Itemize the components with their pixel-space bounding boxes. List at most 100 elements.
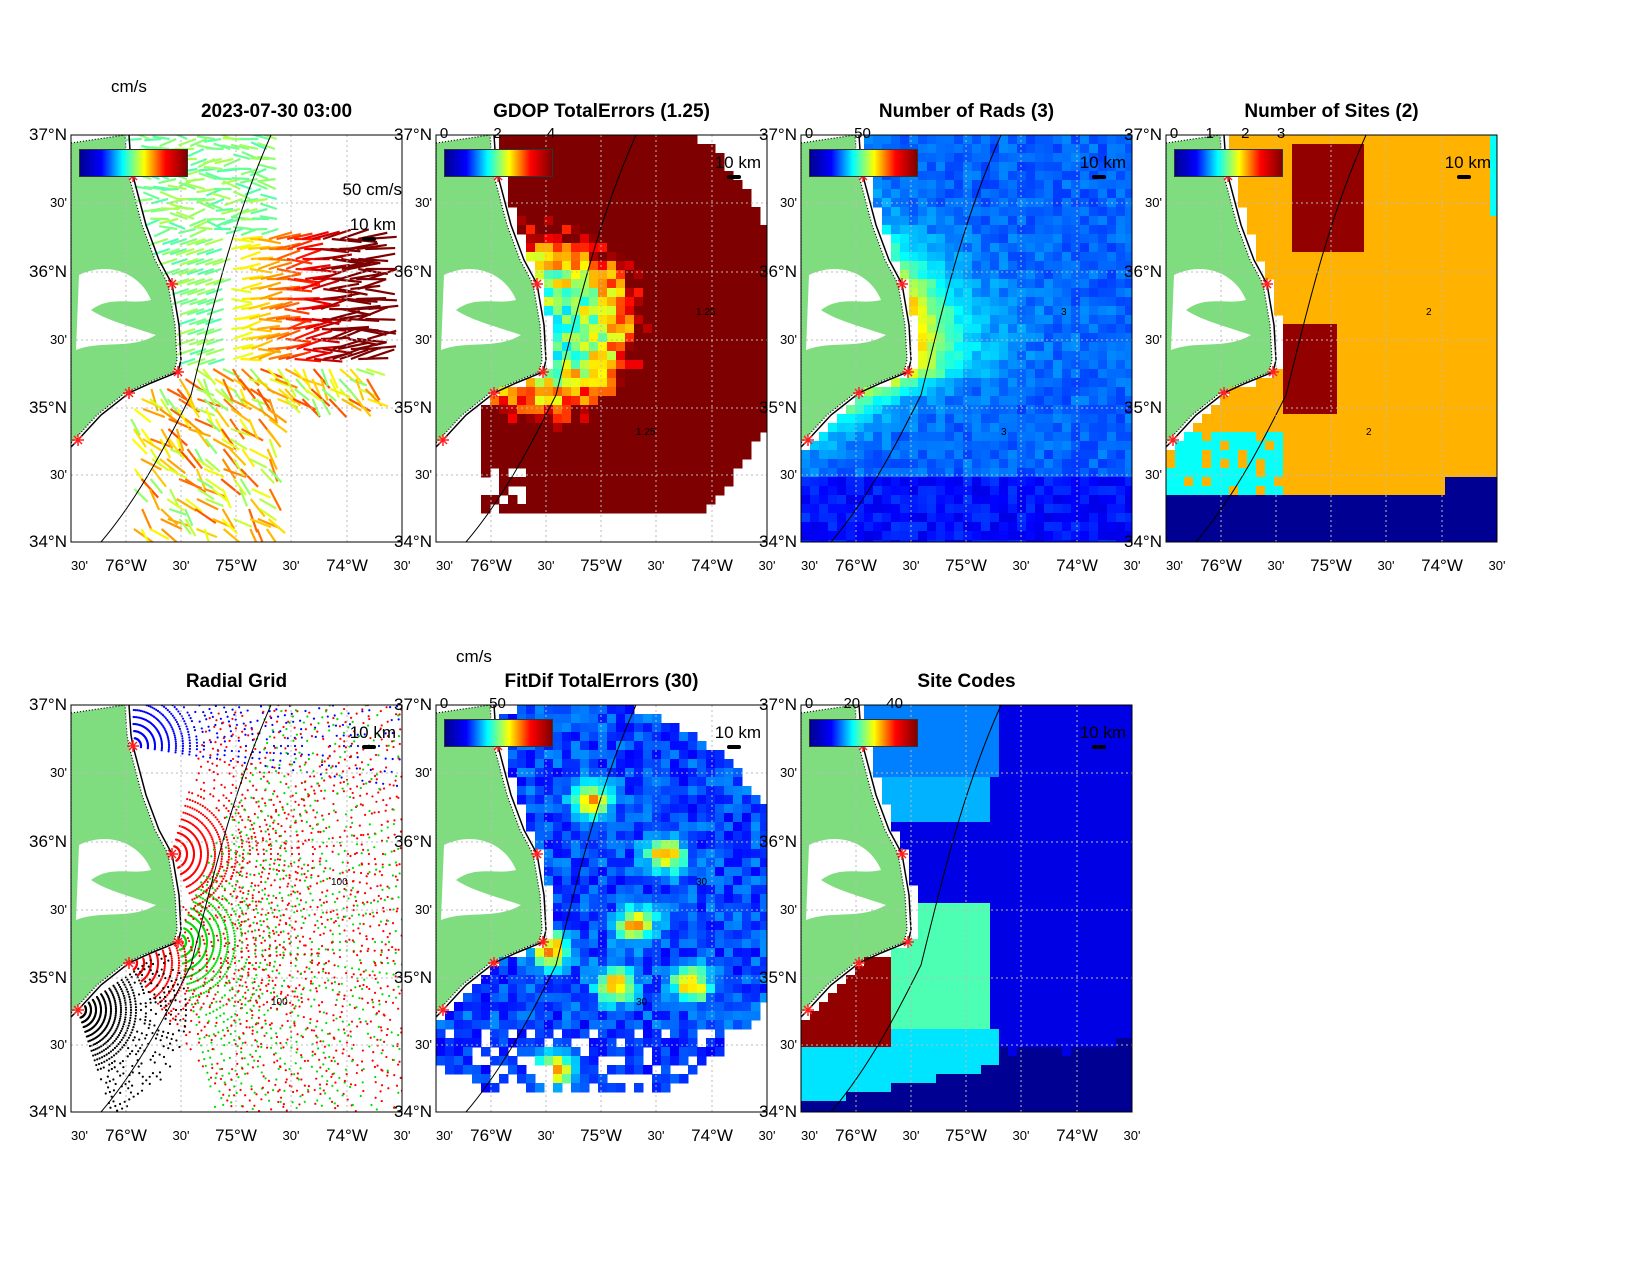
radial-grid-point [300, 728, 303, 731]
heatmap-cell [1116, 459, 1126, 469]
heatmap-cell [981, 342, 991, 352]
heatmap-cell [999, 153, 1009, 163]
y-tick-label: 37°N [394, 125, 432, 144]
heatmap-cell [679, 153, 689, 163]
current-vector [214, 408, 230, 428]
heatmap-cell [1044, 207, 1054, 217]
heatmap-cell [1328, 441, 1338, 451]
heatmap-cell [643, 189, 653, 199]
heatmap-cell [1436, 360, 1446, 370]
heatmap-cell [882, 450, 892, 460]
heatmap-cell [607, 243, 617, 253]
radial-grid-point [347, 712, 350, 715]
heatmap-cell [1337, 387, 1347, 397]
heatmap-cell [1490, 360, 1497, 370]
current-vector [189, 297, 208, 306]
heatmap-cell [706, 459, 716, 469]
heatmap-cell [679, 441, 689, 451]
heatmap-cell [1017, 162, 1027, 172]
radial-grid-point [312, 717, 316, 720]
heatmap-cell [508, 135, 518, 145]
current-vector [249, 517, 272, 529]
heatmap-cell [1193, 450, 1203, 460]
heatmap-cell [1017, 396, 1027, 406]
heatmap-cell [1044, 288, 1054, 298]
heatmap-cell [535, 198, 545, 208]
heatmap-cell [981, 540, 991, 542]
heatmap-cell [616, 144, 626, 154]
heatmap-cell [706, 477, 716, 487]
heatmap-cell [1292, 270, 1302, 280]
heatmap-cell [1125, 540, 1132, 542]
heatmap-cell [1256, 198, 1266, 208]
current-vector [151, 146, 170, 151]
heatmap-cell [1490, 333, 1497, 343]
heatmap-cell [607, 252, 617, 262]
heatmap-cell [1364, 171, 1374, 181]
heatmap-cell [891, 387, 901, 397]
heatmap-cell [634, 477, 644, 487]
heatmap-cell [1089, 252, 1099, 262]
heatmap-cell [1035, 522, 1045, 532]
heatmap-cell [625, 495, 635, 505]
heatmap-cell [1166, 450, 1176, 460]
heatmap-cell [1400, 522, 1410, 532]
heatmap-cell [1454, 459, 1464, 469]
heatmap-cell [652, 153, 662, 163]
current-vector [203, 388, 217, 406]
heatmap-cell [918, 360, 928, 370]
heatmap-cell [1017, 360, 1027, 370]
heatmap-cell [1382, 324, 1392, 334]
heatmap-cell [1409, 378, 1419, 388]
heatmap-cell [1418, 414, 1428, 424]
heatmap-cell [553, 477, 563, 487]
heatmap-cell [900, 270, 910, 280]
heatmap-cell [544, 297, 554, 307]
heatmap-cell [1319, 153, 1329, 163]
heatmap-cell [1008, 432, 1018, 442]
heatmap-cell [828, 450, 838, 460]
heatmap-cell [1454, 306, 1464, 316]
heatmap-cell [1035, 288, 1045, 298]
heatmap-cell [882, 135, 892, 145]
heatmap-cell [580, 324, 590, 334]
heatmap-cell [1008, 522, 1018, 532]
heatmap-cell [760, 342, 767, 352]
heatmap-cell [589, 405, 599, 415]
x-tick-label: 76°W [835, 556, 877, 575]
heatmap-cell [1400, 270, 1410, 280]
heatmap-cell [679, 171, 689, 181]
heatmap-cell [1418, 486, 1428, 496]
heatmap-cell [589, 234, 599, 244]
heatmap-cell [670, 432, 680, 442]
heatmap-cell [1229, 504, 1239, 514]
heatmap-cell [1436, 342, 1446, 352]
heatmap-cell [1116, 162, 1126, 172]
heatmap-cell [1053, 477, 1063, 487]
heatmap-cell [945, 180, 955, 190]
heatmap-cell [1346, 270, 1356, 280]
heatmap-cell [526, 378, 536, 388]
heatmap-cell [1472, 540, 1482, 542]
heatmap-cell [706, 198, 716, 208]
heatmap-cell [963, 513, 973, 523]
heatmap-cell [1008, 135, 1018, 145]
heatmap-cell [1355, 531, 1365, 541]
heatmap-cell [688, 234, 698, 244]
heatmap-cell [598, 477, 608, 487]
heatmap-cell [1346, 351, 1356, 361]
heatmap-cell [760, 351, 767, 361]
heatmap-cell [900, 234, 910, 244]
heatmap-cell [900, 261, 910, 271]
y-tick-label: 36°N [759, 262, 797, 281]
heatmap-cell [1436, 243, 1446, 253]
current-vector [348, 337, 379, 346]
heatmap-cell [652, 441, 662, 451]
current-vector [197, 200, 215, 211]
current-vector [239, 143, 258, 151]
heatmap-cell [1409, 144, 1419, 154]
heatmap-cell [562, 270, 572, 280]
current-vector [208, 357, 225, 366]
heatmap-cell [652, 162, 662, 172]
heatmap-cell [1337, 504, 1347, 514]
